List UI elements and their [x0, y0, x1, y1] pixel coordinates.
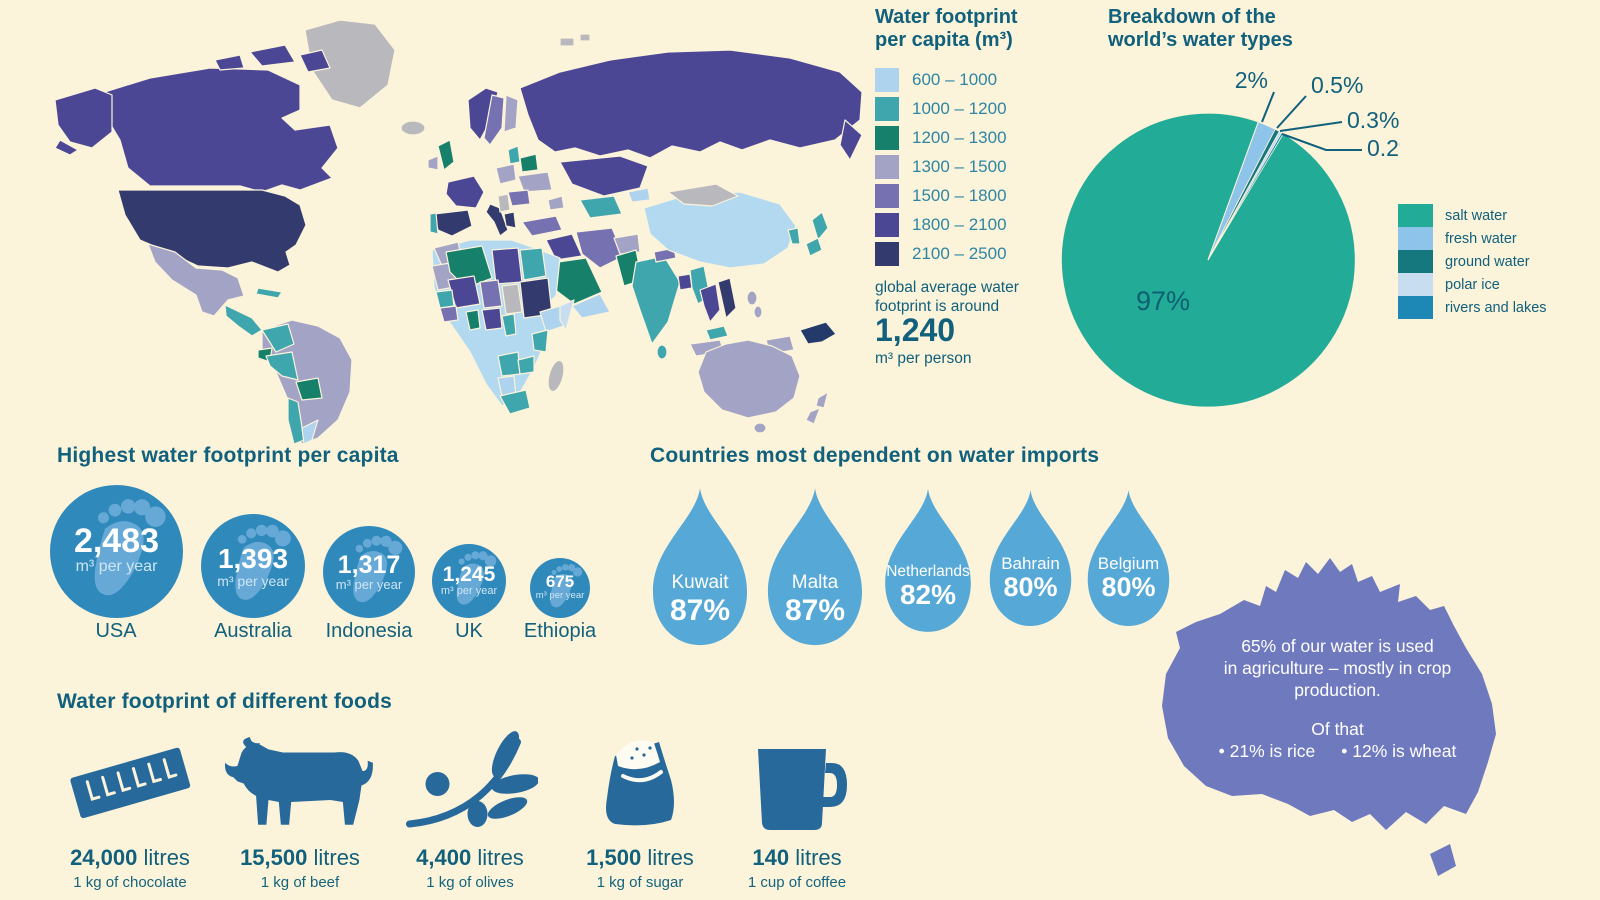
australia-map-icon — [1162, 558, 1496, 876]
map-papua-new-guinea — [799, 321, 837, 345]
map-legend-row: 2100 – 2500 — [875, 242, 1007, 266]
footprint-bubble-uk: 1,245 m³ per year — [432, 544, 506, 618]
footprint-country-label: Ethiopia — [523, 620, 597, 642]
pie-legend-row: polar ice — [1398, 273, 1547, 296]
water-drop-icon — [652, 488, 748, 646]
map-usa — [117, 189, 307, 273]
map-legend-row: 600 – 1000 — [875, 68, 1007, 92]
world-choropleth-map — [54, 19, 863, 445]
map-greenland — [304, 19, 396, 109]
footprint-bubble-australia: 1,393 m³ per year — [201, 514, 305, 618]
olive-branch-icon — [405, 731, 538, 828]
imports-heading: Countries most dependent on water import… — [650, 444, 1100, 467]
import-drop-kuwait: Kuwait 87% — [644, 487, 756, 652]
global-average-note: global average water footprint is around — [875, 279, 1019, 316]
legend-swatch — [1398, 204, 1433, 227]
pie-legend-row: salt water — [1398, 204, 1547, 227]
legend-swatch — [1398, 250, 1433, 273]
map-canada — [94, 67, 339, 193]
footprint-country-label: USA — [95, 620, 137, 642]
legend-swatch — [875, 184, 899, 208]
legend-swatch — [1398, 227, 1433, 250]
map-legend-row: 1300 – 1500 — [875, 155, 1007, 179]
import-drop-belgium: Belgium 80% — [1080, 487, 1177, 634]
footprint-country-label: Indonesia — [325, 620, 413, 642]
callout-line-rivers — [1281, 133, 1362, 151]
water-types-pie-chart: 2% 0.5% 0.3% 0.2% 97% — [1060, 67, 1400, 408]
footprint-bubble-usa: 2,483 m³ per year — [50, 485, 183, 618]
food-item-chocolate: 24,000 litres 1 kg of chocolate — [40, 727, 220, 891]
map-australia — [697, 339, 801, 419]
rice-bullet: • 21% is rice — [1218, 741, 1316, 762]
map-france — [445, 175, 485, 209]
australia-fact-ofthat: Of that • 21% is rice • 12% is wheat — [1218, 719, 1457, 762]
map-uk — [437, 139, 455, 171]
coffee-mug-icon — [758, 749, 847, 830]
footprint-country-label: UK — [455, 620, 483, 642]
wheat-bullet: • 12% is wheat — [1341, 741, 1457, 762]
map-legend-row: 1200 – 1300 — [875, 126, 1007, 150]
legend-swatch — [875, 242, 899, 266]
map-legend-row: 1500 – 1800 — [875, 184, 1007, 208]
food-item-sugar: 1,500 litres 1 kg of sugar — [550, 727, 730, 891]
callout-line-polar — [1279, 121, 1343, 132]
callout-label-fresh: 2% — [1235, 67, 1268, 93]
callout-label-polar: 0.3% — [1347, 107, 1399, 133]
pie-big-label: 97% — [1136, 286, 1190, 316]
map-india — [631, 255, 681, 345]
legend-swatch — [875, 97, 899, 121]
global-average-unit: m³ per person — [875, 350, 972, 367]
legend-swatch — [875, 155, 899, 179]
global-average-value: 1,240 — [875, 312, 956, 348]
legend-swatch — [1398, 273, 1433, 296]
water-drop-icon — [767, 488, 863, 646]
legend-swatch — [875, 213, 899, 237]
callout-line-ground — [1276, 95, 1307, 129]
map-legend-row: 1800 – 2100 — [875, 213, 1007, 237]
import-drop-bahrain: Bahrain 80% — [982, 487, 1079, 634]
chocolate-icon — [70, 747, 191, 819]
import-drop-malta: Malta 87% — [759, 487, 871, 652]
map-legend-row: 1000 – 1200 — [875, 97, 1007, 121]
footprints-heading: Highest water footprint per capita — [57, 444, 399, 467]
import-drop-netherlands: Netherlands 82% — [877, 487, 979, 639]
pie-legend-row: rivers and lakes — [1398, 296, 1547, 319]
footprint-bubble-indonesia: 1,317 m³ per year — [323, 526, 415, 618]
footprint-bubble-ethiopia: 675 m³ per year — [530, 558, 590, 618]
pie-legend: salt water fresh water ground water pola… — [1398, 204, 1547, 319]
legend-swatch — [875, 126, 899, 150]
food-item-beef: 15,500 litres 1 kg of beef — [210, 727, 390, 891]
sugar-bag-icon — [606, 740, 674, 826]
map-russia — [519, 49, 863, 159]
callout-line-fresh — [1261, 91, 1275, 123]
map-legend-title: Water footprint per capita (m³) — [875, 6, 1018, 51]
footprint-country-label: Australia — [214, 620, 292, 642]
legend-swatch — [1398, 296, 1433, 319]
pie-legend-row: ground water — [1398, 250, 1547, 273]
cow-icon — [224, 736, 373, 825]
food-item-coffee: 140 litres 1 cup of coffee — [707, 727, 887, 891]
callout-label-ground: 0.5% — [1311, 72, 1363, 98]
australia-fact-text: 65% of our water is used in agriculture … — [1223, 636, 1452, 701]
pie-title: Breakdown of the world’s water types — [1108, 6, 1293, 51]
foods-heading: Water footprint of different foods — [57, 690, 392, 713]
food-item-olives: 4,400 litres 1 kg of olives — [380, 727, 560, 891]
legend-swatch — [875, 68, 899, 92]
pie-legend-row: fresh water — [1398, 227, 1547, 250]
callout-label-rivers: 0.2% — [1367, 135, 1400, 161]
map-algeria — [445, 245, 493, 289]
map-legend: 600 – 1000 1000 – 1200 1200 – 1300 1300 … — [875, 68, 1007, 271]
